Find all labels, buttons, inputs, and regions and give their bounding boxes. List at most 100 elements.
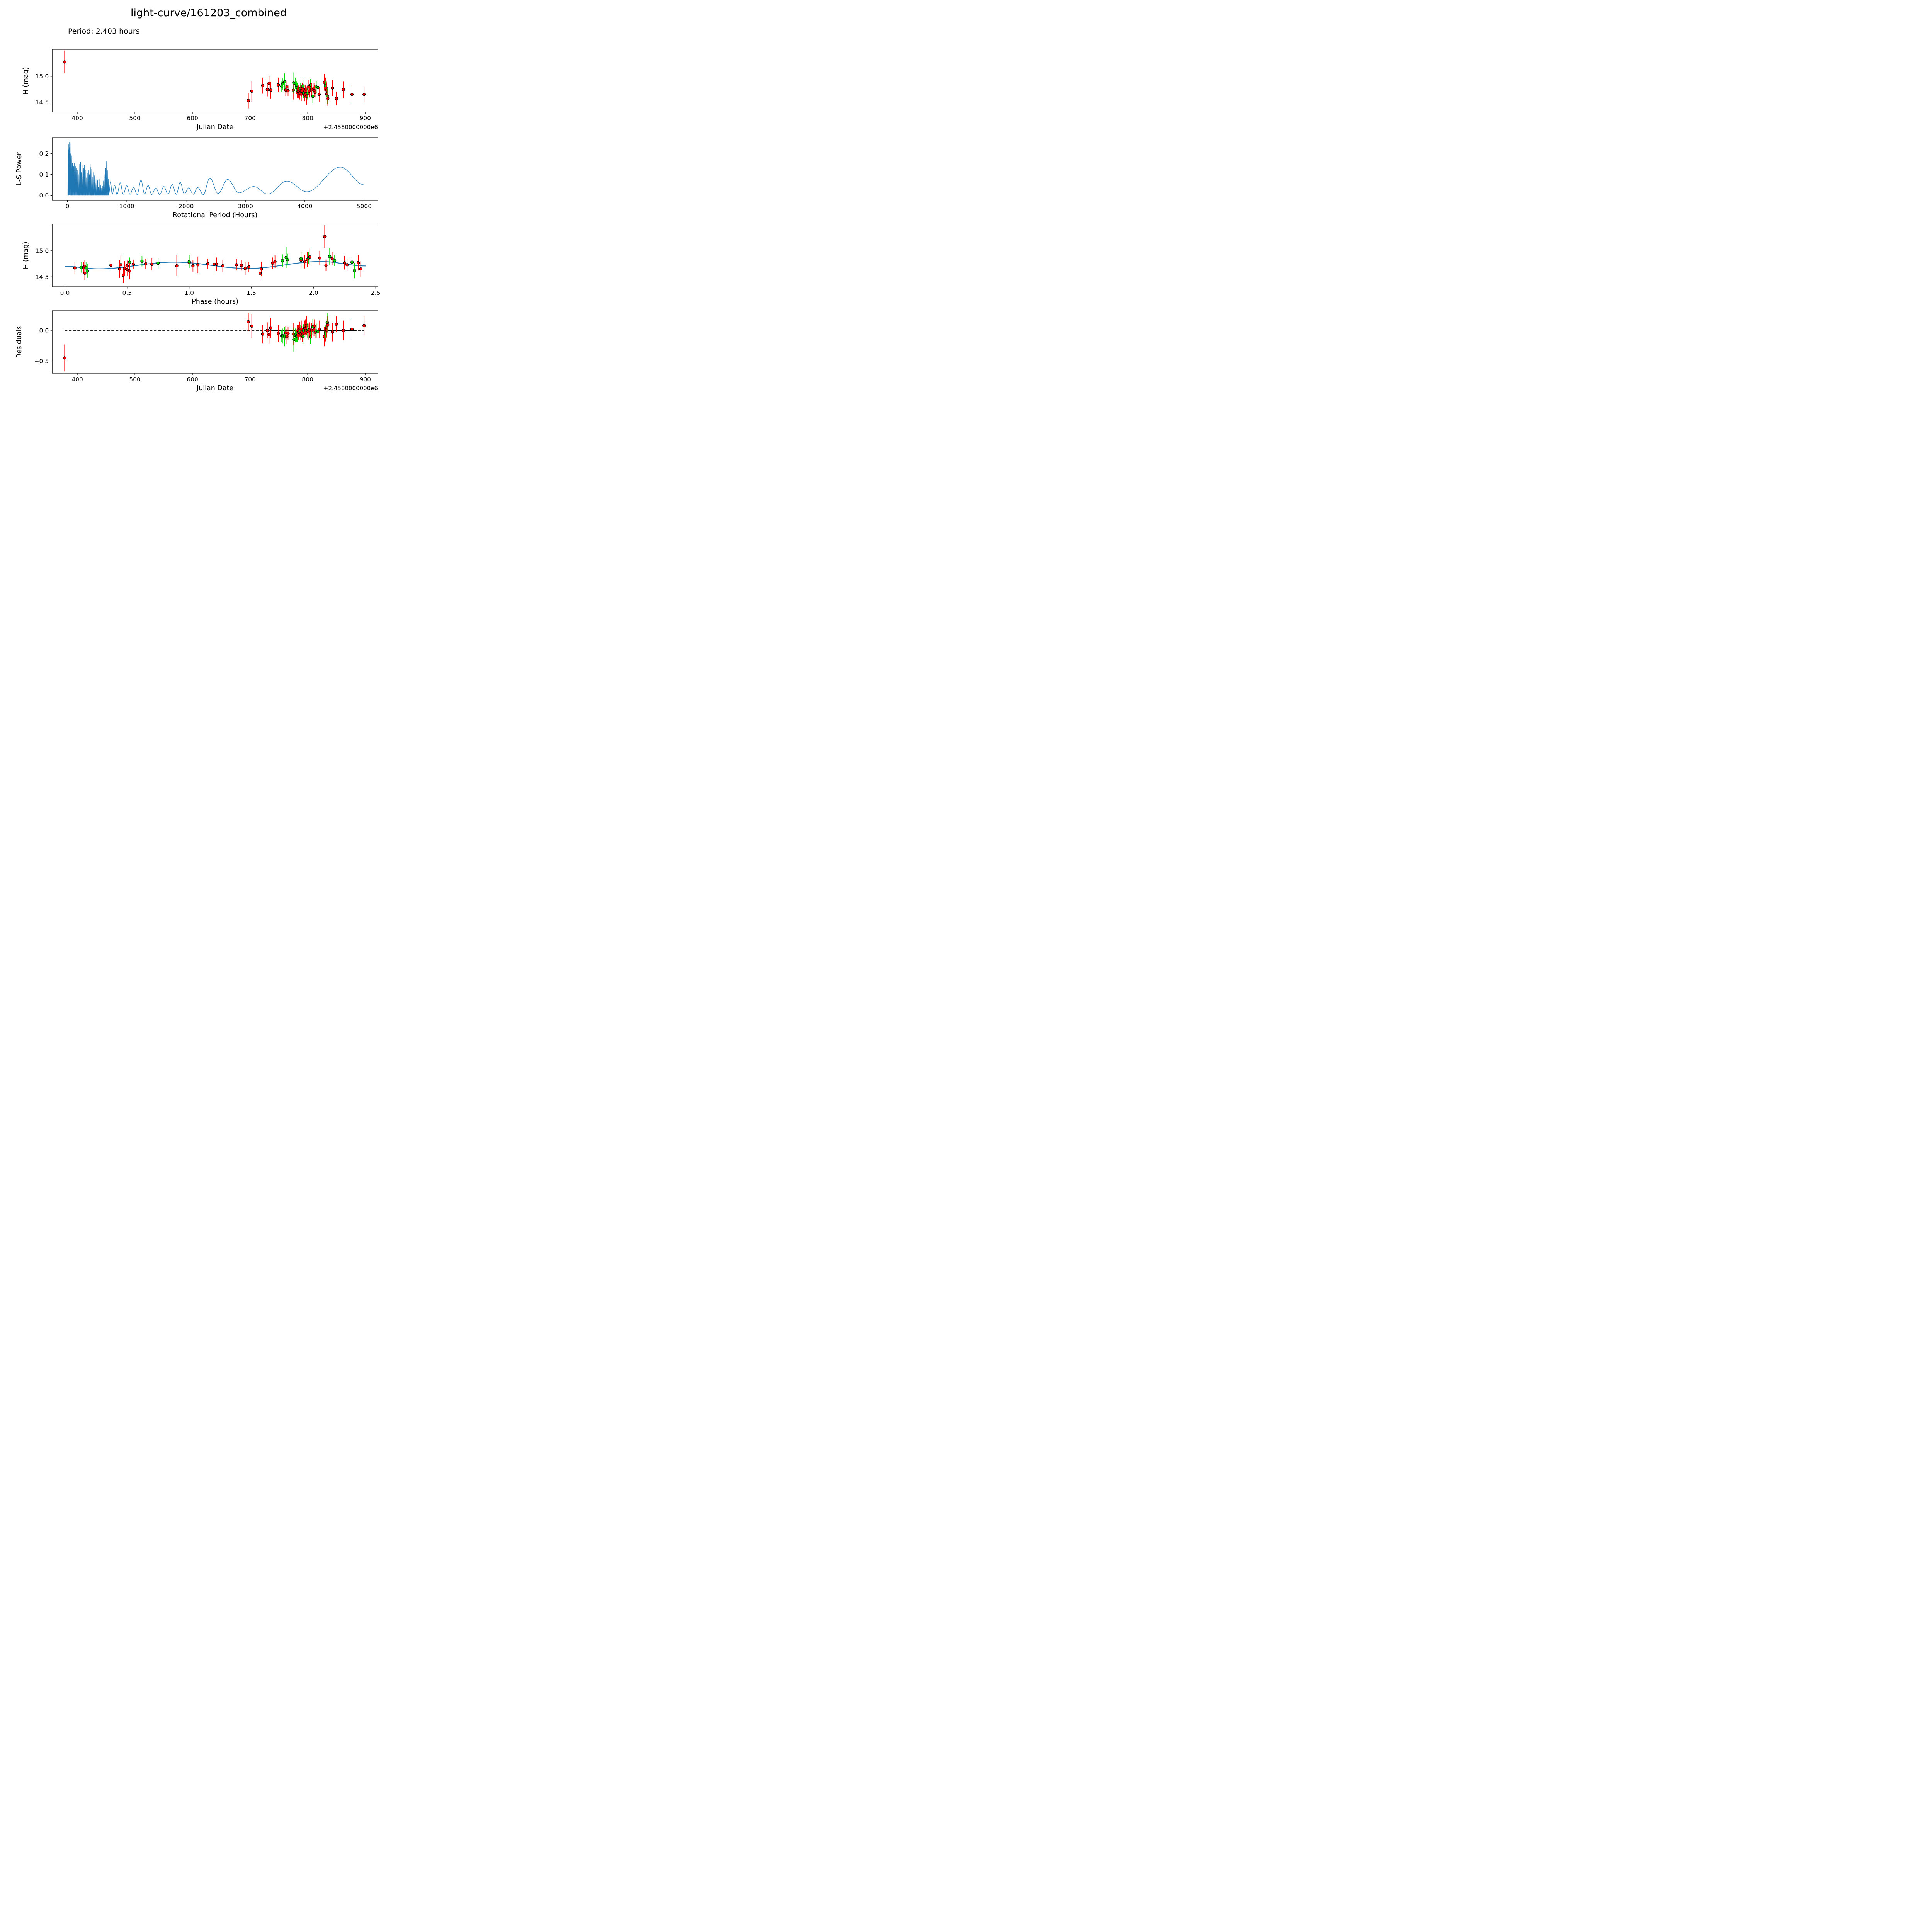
periodogram-noise-curve [67, 139, 109, 196]
data-point [313, 324, 316, 328]
data-point [247, 99, 250, 102]
y-tick-label: −0.5 [34, 358, 49, 365]
panel-frame [52, 137, 378, 201]
figure-title: light-curve/161203_combined [130, 7, 287, 19]
x-tick-label: 1000 [119, 203, 134, 210]
data-point [269, 88, 272, 92]
x-tick-label: 2000 [179, 203, 194, 210]
data-point [318, 256, 321, 260]
data-point [283, 80, 286, 83]
data-point [291, 88, 295, 92]
data-point [250, 89, 253, 93]
data-point [326, 323, 330, 327]
data-point [345, 263, 349, 267]
data-point [118, 267, 121, 271]
x-tick-label: 4000 [297, 203, 312, 210]
y-tick-label: 0.0 [39, 192, 49, 199]
x-tick-label: 800 [302, 115, 313, 122]
data-point [240, 264, 243, 267]
x-tick-label: 2.0 [309, 289, 318, 296]
data-point [206, 262, 210, 265]
data-point [235, 263, 238, 267]
data-point [330, 257, 334, 260]
data-point [247, 265, 251, 269]
data-point [109, 264, 113, 267]
y-tick-label: 14.5 [36, 99, 49, 106]
data-point [140, 259, 144, 263]
data-point [286, 332, 290, 335]
y-axis-label: H (mag) [22, 67, 30, 94]
data-point [335, 323, 338, 326]
y-axis-label: Residuals [15, 326, 23, 358]
data-point [73, 266, 77, 270]
data-point [156, 262, 160, 265]
light-curve-figure: light-curve/161203_combined Period: 2.40… [0, 0, 417, 417]
data-point [267, 82, 271, 85]
x-tick-label: 0 [66, 203, 70, 210]
data-point [299, 257, 303, 260]
data-point [303, 260, 307, 264]
x-tick-label: 600 [187, 115, 198, 122]
data-point [311, 95, 315, 98]
data-point [353, 269, 356, 272]
data-point [326, 97, 330, 100]
x-axis-offset-label: +2.4580000000e6 [323, 385, 378, 392]
period-annotation: Period: 2.403 hours [68, 27, 140, 36]
x-axis-label: Julian Date [196, 384, 233, 392]
data-point [187, 260, 191, 264]
data-point [277, 83, 280, 87]
model-fit-curve [65, 261, 366, 269]
data-point [333, 259, 337, 262]
x-tick-label: 3000 [238, 203, 253, 210]
data-point [63, 356, 66, 360]
data-point [342, 328, 345, 332]
data-point [281, 259, 284, 262]
figure-canvas: 400 500 600 700 800 900 15.0 14.5 Julian Date +2.… [15, 49, 381, 392]
data-point [286, 89, 290, 92]
x-tick-label: 0.0 [60, 289, 70, 296]
data-point [277, 332, 280, 335]
data-point [304, 87, 308, 91]
data-point [79, 265, 83, 269]
data-point [328, 255, 332, 258]
data-point [128, 269, 131, 273]
data-point [258, 271, 262, 275]
data-point [350, 260, 354, 264]
x-tick-label: 500 [129, 376, 141, 383]
data-point [362, 92, 366, 96]
data-point [331, 86, 334, 90]
panel-frame [52, 310, 378, 374]
data-point [281, 82, 285, 86]
y-axis-label: H (mag) [22, 242, 30, 269]
y-axis-label: L-S Power [15, 152, 23, 185]
x-tick-label: 900 [359, 376, 371, 383]
data-point [131, 262, 135, 266]
data-point [261, 83, 265, 87]
data-point [308, 89, 311, 93]
data-point [269, 326, 272, 330]
data-point [63, 60, 66, 64]
data-point [359, 267, 362, 271]
data-point [191, 264, 195, 268]
data-point [350, 92, 354, 96]
data-point [323, 235, 327, 238]
data-point [144, 262, 148, 265]
periodogram-curve [109, 167, 364, 195]
x-tick-label: 5000 [357, 203, 372, 210]
data-point [331, 330, 334, 334]
x-tick-label: 400 [71, 376, 83, 383]
y-tick-label: 15.0 [36, 247, 49, 254]
data-point [265, 328, 269, 332]
data-point [286, 258, 289, 261]
data-point [273, 260, 277, 264]
data-point [357, 261, 360, 265]
y-tick-label: 0.0 [39, 327, 49, 334]
x-tick-label: 0.5 [122, 289, 132, 296]
data-point [350, 327, 354, 331]
x-tick-label: 800 [302, 376, 313, 383]
x-tick-label: 600 [187, 376, 198, 383]
y-tick-label: 15.0 [36, 73, 49, 80]
data-point [317, 327, 321, 331]
data-point [247, 320, 250, 323]
data-point [83, 271, 87, 275]
